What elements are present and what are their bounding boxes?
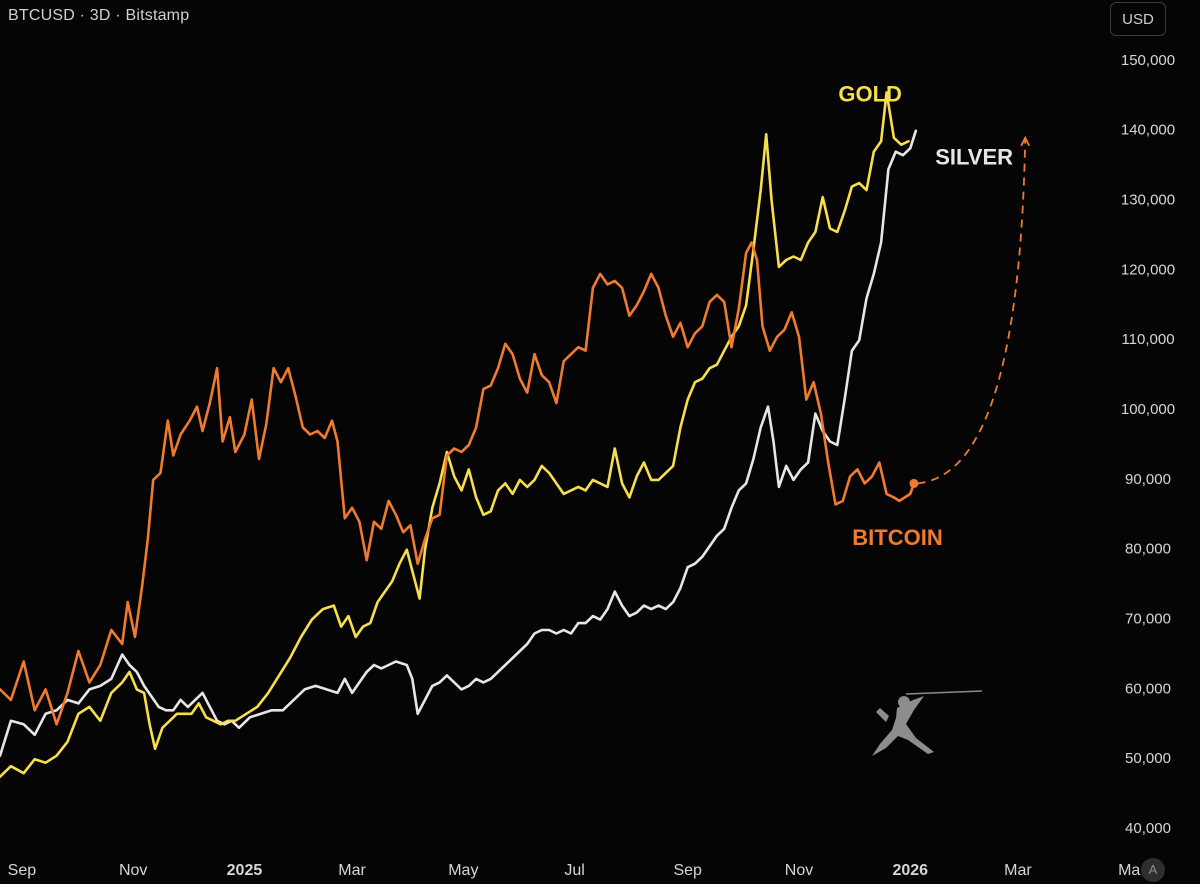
y-tick-label: 60,000 <box>1125 680 1171 697</box>
price-axis[interactable]: 150,000 140,000 130,000 120,000 110,000 100,0… <box>1121 52 1175 837</box>
y-tick-label: 120,000 <box>1121 261 1175 278</box>
projection-arrowhead-0 <box>1020 135 1031 147</box>
series-line-bitcoin[interactable] <box>0 241 916 726</box>
y-tick-label: 100,000 <box>1121 401 1175 418</box>
x-tick-label: Nov <box>119 862 147 879</box>
y-tick-label: 80,000 <box>1125 541 1171 558</box>
symbol-header: BTCUSD · 3D · Bitstamp <box>8 7 190 24</box>
x-tick-label: May <box>448 862 478 879</box>
series-layer <box>0 91 919 778</box>
y-tick-label: 130,000 <box>1121 192 1175 209</box>
series-end-marker-bitcoin[interactable] <box>909 478 919 488</box>
x-tick-label: Sep <box>8 862 37 879</box>
fencer-logo-icon <box>872 690 983 756</box>
time-axis[interactable]: Sep Nov 2025 Mar May Jul Sep Nov 2026 Mar Ma <box>8 862 1141 879</box>
currency-button[interactable]: USD <box>1110 2 1166 36</box>
series-line-silver[interactable] <box>0 129 918 757</box>
x-tick-label: Ma <box>1118 862 1140 879</box>
y-tick-label: 90,000 <box>1125 471 1171 488</box>
y-tick-label: 140,000 <box>1121 122 1175 139</box>
y-tick-label: 110,000 <box>1121 331 1174 348</box>
x-tick-label: Nov <box>785 862 813 879</box>
y-tick-label: 40,000 <box>1125 820 1171 837</box>
series-label-bitcoin: BITCOIN <box>852 525 942 550</box>
x-tick-label: Mar <box>1004 862 1032 879</box>
auto-scale-button[interactable]: A <box>1141 858 1165 882</box>
y-tick-label: 70,000 <box>1125 611 1171 628</box>
y-tick-label: 50,000 <box>1125 750 1171 767</box>
x-tick-label: Jul <box>564 862 584 879</box>
projection-arrow-0 <box>917 137 1027 485</box>
series-label-silver: SILVER <box>935 145 1013 170</box>
series-labels: BITCOIN GOLD SILVER <box>838 82 1013 550</box>
y-tick-label: 150,000 <box>1121 52 1175 69</box>
x-tick-label: Sep <box>673 862 702 879</box>
x-tick-label: Mar <box>338 862 366 879</box>
series-label-gold: GOLD <box>838 82 902 107</box>
x-tick-label: 2026 <box>892 862 928 879</box>
annotation-layer <box>917 135 1031 485</box>
series-line-gold[interactable] <box>0 91 910 778</box>
x-tick-label: 2025 <box>227 862 263 879</box>
